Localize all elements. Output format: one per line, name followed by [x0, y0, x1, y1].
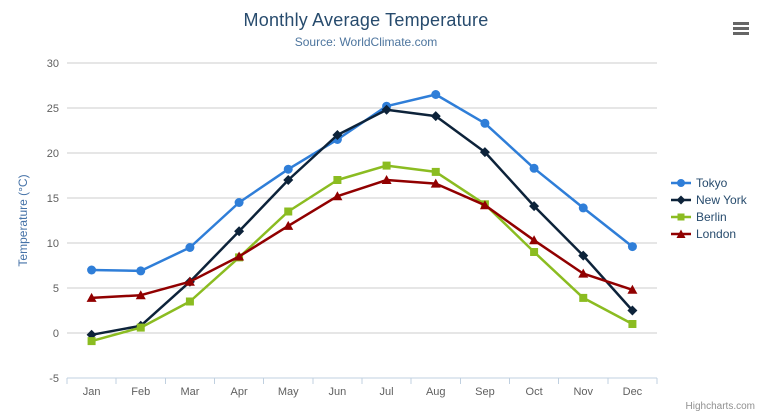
legend-item-new-york[interactable]: New York [671, 191, 747, 208]
point-berlin-nov[interactable] [579, 293, 588, 302]
x-axis-label: Jun [329, 386, 347, 398]
x-axis-label: Jan [83, 386, 101, 398]
y-axis-title: Temperature (°C) [16, 174, 30, 266]
y-axis-label: 10 [47, 238, 59, 250]
point-new-york-sep[interactable] [479, 147, 490, 158]
credits-link[interactable]: Highcharts.com [685, 401, 755, 412]
point-london-oct[interactable] [529, 235, 540, 245]
point-new-york-oct[interactable] [529, 201, 540, 212]
point-london-feb[interactable] [135, 290, 146, 300]
point-berlin-may[interactable] [284, 207, 293, 216]
x-axis-label: Aug [426, 386, 446, 398]
point-berlin-feb[interactable] [136, 323, 145, 332]
x-axis-label: Jul [380, 386, 394, 398]
point-new-york-may[interactable] [283, 175, 294, 185]
y-axis-label: 0 [53, 328, 59, 340]
y-axis-label: 20 [47, 148, 59, 160]
series-line-tokyo[interactable] [90, 93, 634, 273]
point-tokyo-nov[interactable] [578, 203, 588, 213]
point-berlin-jun[interactable] [333, 176, 342, 184]
y-axis-label: -5 [49, 373, 59, 385]
legend-marker-triangle-icon [671, 229, 691, 238]
point-london-mar[interactable] [184, 276, 195, 286]
legend-marker-circle-icon [671, 178, 691, 187]
point-berlin-jul[interactable] [382, 161, 391, 170]
point-london-jun[interactable] [332, 191, 343, 201]
legend-item-tokyo[interactable]: Tokyo [671, 174, 747, 191]
series-line-london[interactable] [90, 178, 634, 300]
point-tokyo-aug[interactable] [431, 90, 441, 99]
point-london-nov[interactable] [578, 268, 589, 278]
hamburger-icon [733, 32, 749, 35]
point-berlin-aug[interactable] [431, 167, 440, 176]
point-tokyo-dec[interactable] [627, 242, 637, 252]
y-axis-label: 30 [47, 58, 59, 70]
point-tokyo-feb[interactable] [136, 266, 146, 276]
x-axis-label: Feb [131, 386, 150, 398]
point-london-apr[interactable] [234, 251, 245, 261]
x-axis-label: Mar [180, 386, 199, 398]
point-tokyo-sep[interactable] [480, 118, 490, 128]
x-axis-label: Nov [573, 386, 593, 398]
point-berlin-mar[interactable] [185, 297, 194, 306]
legend-label: Berlin [696, 209, 727, 224]
export-menu-button[interactable] [733, 22, 749, 35]
legend-marker-square-icon [671, 213, 691, 220]
point-berlin-jan[interactable] [87, 337, 96, 346]
y-axis-label: 25 [47, 103, 59, 115]
y-axis-label: 15 [47, 193, 59, 205]
point-new-york-nov[interactable] [578, 250, 589, 261]
point-new-york-aug[interactable] [430, 111, 441, 122]
hamburger-icon [733, 22, 749, 25]
x-axis-label: Apr [231, 386, 248, 398]
point-london-jul[interactable] [381, 175, 392, 184]
y-axis-label: 5 [53, 283, 59, 295]
legend-marker-diamond-icon [671, 195, 691, 204]
point-tokyo-may[interactable] [283, 164, 293, 174]
point-berlin-dec[interactable] [628, 320, 637, 328]
x-axis-label: Sep [475, 386, 495, 398]
legend-item-london[interactable]: London [671, 225, 747, 242]
point-new-york-dec[interactable] [627, 305, 638, 316]
point-london-aug[interactable] [430, 178, 441, 188]
series-line-new-york[interactable] [90, 108, 634, 337]
point-tokyo-oct[interactable] [529, 163, 539, 173]
point-london-sep[interactable] [479, 200, 490, 210]
legend: Tokyo New York Berlin London [671, 174, 747, 242]
hamburger-icon [733, 27, 749, 30]
point-new-york-jun[interactable] [332, 130, 343, 140]
point-london-dec[interactable] [627, 284, 638, 294]
point-new-york-jul[interactable] [381, 104, 392, 115]
point-new-york-apr[interactable] [234, 226, 245, 237]
legend-label: New York [696, 192, 747, 207]
x-axis-label: May [278, 386, 299, 398]
point-tokyo-jan[interactable] [87, 265, 97, 275]
legend-label: London [696, 226, 737, 241]
point-tokyo-mar[interactable] [185, 243, 195, 252]
legend-label: Tokyo [696, 175, 728, 190]
legend-item-berlin[interactable]: Berlin [671, 208, 747, 225]
point-tokyo-apr[interactable] [234, 198, 244, 207]
point-london-may[interactable] [283, 220, 294, 230]
point-berlin-oct[interactable] [530, 248, 539, 256]
x-axis-label: Dec [623, 386, 643, 398]
series-line-berlin[interactable] [90, 164, 634, 343]
point-london-jan[interactable] [86, 292, 97, 302]
x-axis-label: Oct [526, 386, 543, 398]
